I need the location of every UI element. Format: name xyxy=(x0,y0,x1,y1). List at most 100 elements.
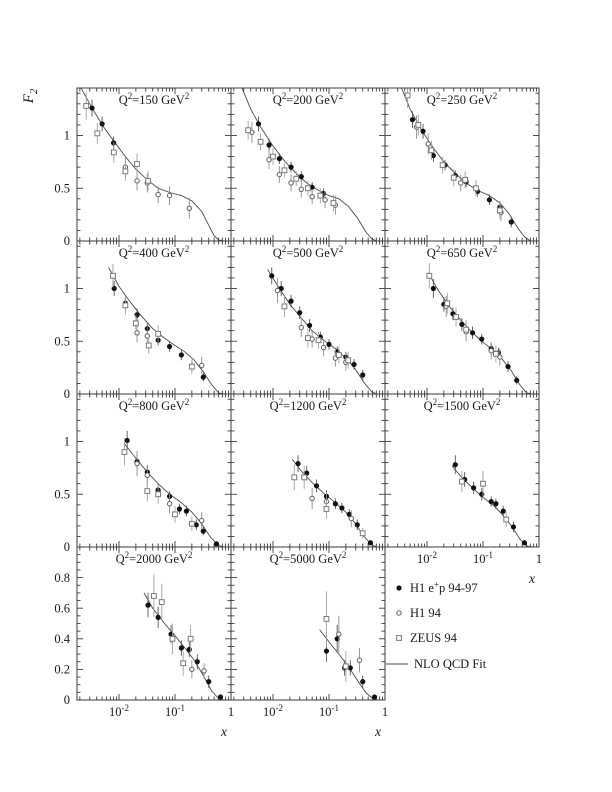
filled-circle-marker xyxy=(479,491,485,497)
panel-q2-200: Q2=200 GeV2 xyxy=(230,87,386,242)
open-square-marker xyxy=(155,491,162,498)
open-circle-marker xyxy=(166,192,173,199)
series-zeus-94 xyxy=(83,92,151,191)
nlo-qcd-fit-curve xyxy=(143,592,223,700)
filled-circle-marker xyxy=(298,174,304,180)
filled-circle-marker xyxy=(521,540,528,546)
series-h1-ep-94-97 xyxy=(145,592,224,700)
open-square-marker xyxy=(94,130,101,137)
filled-circle-marker xyxy=(488,499,494,505)
open-square-marker xyxy=(270,153,276,160)
open-square-marker xyxy=(305,185,311,192)
y-tick-label: 0.2 xyxy=(54,663,70,677)
open-square-marker xyxy=(132,320,139,327)
filled-circle-marker xyxy=(367,540,374,546)
filled-circle-marker xyxy=(145,602,151,608)
open-square-marker xyxy=(121,449,128,455)
open-square-marker xyxy=(144,488,151,494)
open-square-marker xyxy=(110,272,116,279)
open-square-marker xyxy=(426,272,433,279)
filled-circle-marker xyxy=(351,361,357,368)
open-square-marker xyxy=(359,530,366,537)
open-square-marker xyxy=(459,478,465,485)
filled-circle-marker xyxy=(508,219,514,225)
series-h1-94 xyxy=(249,121,339,215)
legend-label: H1 94 xyxy=(410,606,442,620)
filled-circle-marker xyxy=(217,694,224,700)
filled-circle-marker xyxy=(200,374,206,380)
filled-circle-marker xyxy=(269,273,275,279)
open-circle-marker xyxy=(276,171,283,178)
panel-q2-400: 1 0.5 0 Q2=400 GeV2 xyxy=(54,240,232,401)
filled-circle-marker xyxy=(276,156,282,162)
series-zeus-94 xyxy=(151,574,194,676)
legend-label: H1 e+p 94-97 xyxy=(410,579,478,595)
filled-circle-marker xyxy=(514,377,520,383)
panel-title: Q2=2000 GeV2 xyxy=(116,550,193,566)
panel-title: Q2=250 GeV2 xyxy=(427,91,498,107)
axis-ticks xyxy=(77,394,232,547)
filled-circle-marker xyxy=(396,585,402,591)
open-square-marker xyxy=(439,162,446,168)
open-square-marker xyxy=(493,351,499,357)
open-circle-marker xyxy=(322,197,328,203)
filled-circle-marker xyxy=(89,105,95,111)
open-square-marker xyxy=(415,122,422,128)
y-tick-label: 0 xyxy=(64,234,70,248)
filled-circle-marker xyxy=(486,197,492,203)
filled-circle-marker xyxy=(255,121,262,127)
panel-title: Q2=200 GeV2 xyxy=(273,91,344,107)
filled-circle-marker xyxy=(266,142,272,148)
y-tick-label: 0.4 xyxy=(54,632,70,646)
filled-circle-marker xyxy=(206,679,212,685)
open-square-marker xyxy=(330,200,337,206)
open-square-marker xyxy=(122,302,129,309)
filled-circle-marker xyxy=(500,508,506,514)
open-square-marker xyxy=(444,300,451,307)
x-axis-label: x xyxy=(374,724,381,739)
open-circle-marker xyxy=(274,287,281,294)
plot-frame xyxy=(384,87,540,242)
filled-circle-marker xyxy=(200,528,206,534)
series-h1-94 xyxy=(134,450,205,530)
filled-circle-marker xyxy=(323,648,330,654)
filled-circle-marker xyxy=(99,121,105,127)
series-h1-94 xyxy=(134,323,205,374)
open-circle-marker xyxy=(488,348,494,354)
filled-circle-marker xyxy=(371,694,378,700)
filled-circle-marker xyxy=(326,341,332,348)
filled-circle-marker xyxy=(111,285,117,292)
axis-ticks xyxy=(385,394,540,547)
plot-frame xyxy=(76,393,232,548)
filled-circle-marker xyxy=(193,522,199,528)
x-tick-label: 1 xyxy=(228,705,234,719)
filled-circle-marker xyxy=(505,363,511,370)
x-tick-label: 10-1 xyxy=(319,703,339,719)
x-tick-label: 10-2 xyxy=(109,703,129,719)
open-square-marker xyxy=(323,616,330,622)
x-tick-label: 1 xyxy=(536,552,542,566)
nlo-qcd-fit-curve xyxy=(124,443,223,547)
filled-circle-marker xyxy=(288,298,294,304)
filled-circle-marker xyxy=(360,679,366,685)
y-tick-label: 1 xyxy=(64,129,70,143)
axis-ticks xyxy=(77,547,232,700)
legend-item-filled-circle: H1 e+p 94-97 xyxy=(396,579,478,595)
open-square-marker xyxy=(301,474,308,481)
open-square-marker xyxy=(396,635,402,641)
filled-circle-marker xyxy=(313,483,320,489)
filled-circle-marker xyxy=(339,505,345,511)
panel-q2-500: Q2=500 GeV2 xyxy=(230,240,386,395)
panel-q2-2000: 0.8 0.6 0.4 0.2 0 10-2 10-1 1x Q2=2000 GeV2 xyxy=(54,546,234,739)
filled-circle-marker xyxy=(186,646,192,653)
series-h1-94 xyxy=(413,115,504,221)
open-square-marker xyxy=(293,175,300,182)
open-circle-marker xyxy=(425,141,431,147)
open-square-marker xyxy=(496,207,503,214)
filled-circle-marker xyxy=(493,501,499,507)
series-zeus-94 xyxy=(245,120,337,212)
series-h1-ep-94-97 xyxy=(452,455,528,546)
filled-circle-marker xyxy=(409,117,416,123)
filled-circle-marker xyxy=(430,285,436,292)
